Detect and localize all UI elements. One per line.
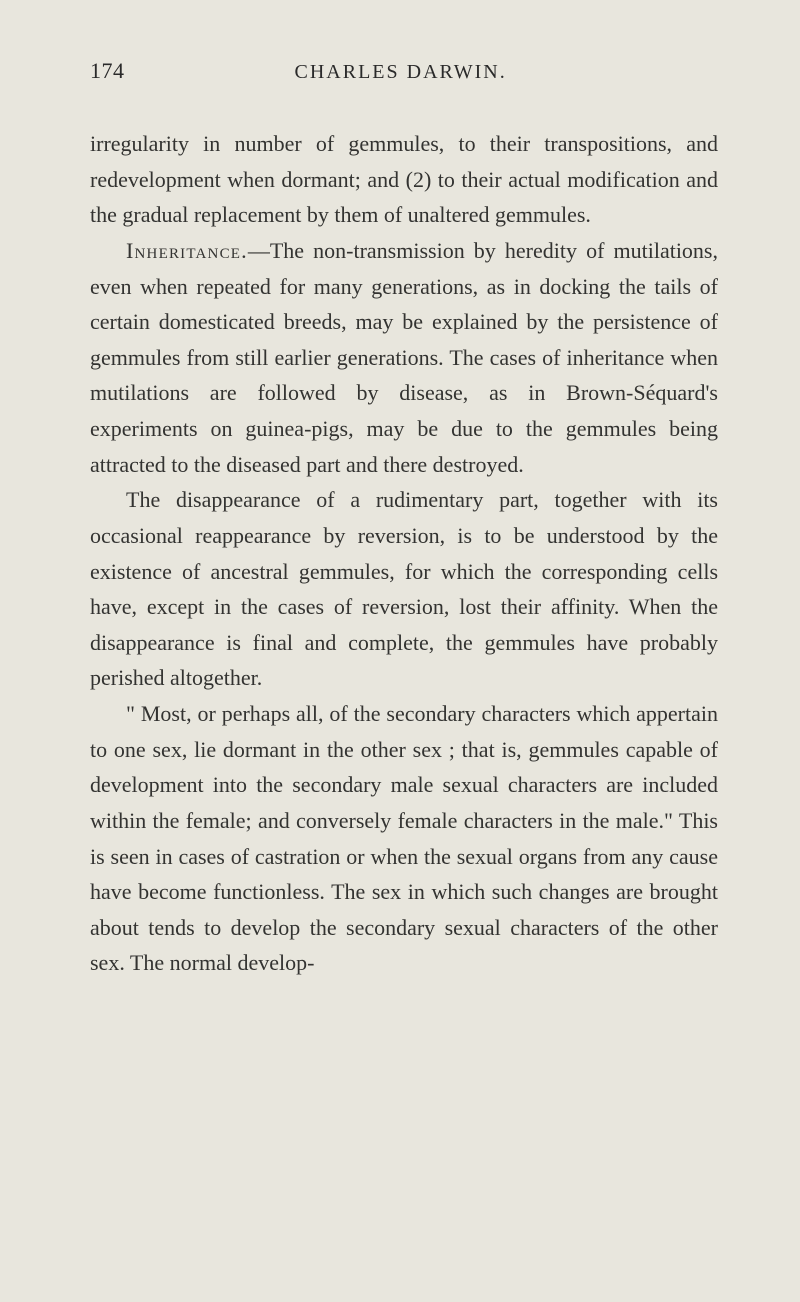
- paragraph-2-lead: Inheritance.: [126, 238, 248, 263]
- paragraph-2-rest: —The non-transmission by heredity of mut…: [90, 238, 718, 477]
- page-number: 174: [90, 58, 125, 84]
- body-text: irregularity in number of gemmules, to t…: [90, 126, 718, 981]
- paragraph-3: The disappearance of a rudimentary part,…: [90, 482, 718, 696]
- running-title: CHARLES DARWIN.: [295, 61, 507, 84]
- paragraph-1: irregularity in number of gemmules, to t…: [90, 126, 718, 233]
- paragraph-2: Inheritance.—The non-transmission by her…: [90, 233, 718, 482]
- page-header: 174 CHARLES DARWIN.: [90, 58, 718, 84]
- paragraph-4: " Most, or perhaps all, of the secondary…: [90, 696, 718, 981]
